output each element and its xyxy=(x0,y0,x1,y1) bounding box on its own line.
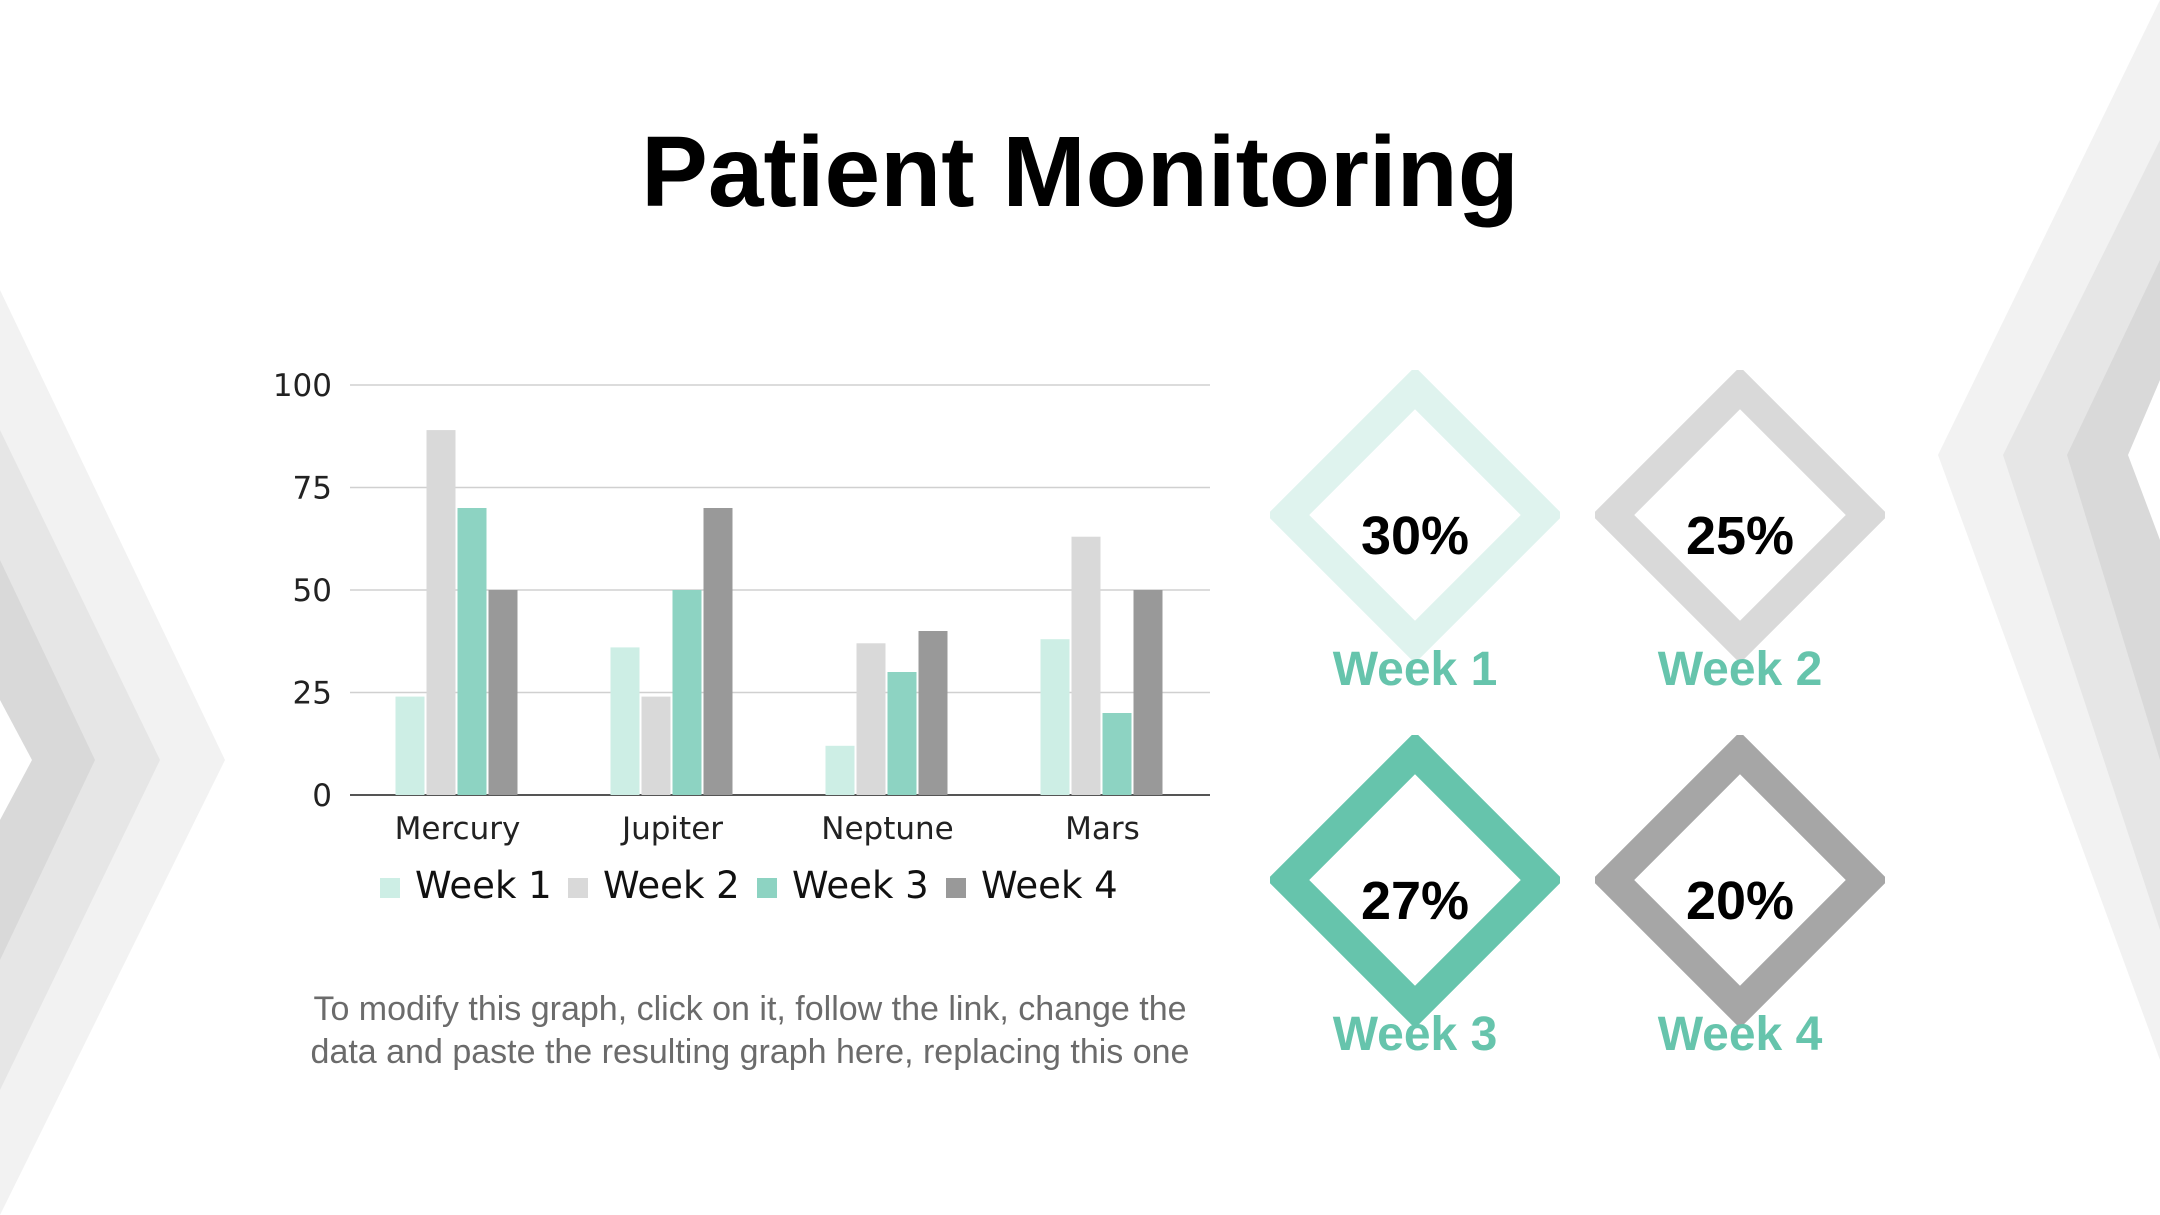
page-title: Patient Monitoring xyxy=(641,116,1519,228)
stat-value: 25% xyxy=(1685,506,1795,566)
diamond-frame-icon xyxy=(1270,370,1560,660)
bar xyxy=(703,508,733,795)
bar xyxy=(1133,590,1163,795)
x-tick-label: Jupiter xyxy=(620,811,723,847)
legend: Week 1 Week 2 Week 3 Week 4 xyxy=(380,864,1118,907)
left-chevron-dark xyxy=(0,560,95,960)
diamond-frame-icon xyxy=(1595,370,1885,660)
legend-label: Week 2 xyxy=(603,864,740,907)
stat-label: Week 2 xyxy=(1657,643,1823,696)
bar xyxy=(457,508,487,795)
stat-value: 30% xyxy=(1360,506,1470,566)
bar xyxy=(1102,713,1132,795)
stat-value: 20% xyxy=(1685,871,1795,931)
diamond-frame-icon xyxy=(1595,735,1885,1025)
bar xyxy=(426,430,456,795)
instruction-note: To modify this graph, click on it, follo… xyxy=(270,988,1230,1074)
legend-swatch xyxy=(380,878,400,898)
right-chevron-dark xyxy=(2067,260,2160,760)
stat-week-2: 25% Week 2 xyxy=(1595,370,1885,770)
bar xyxy=(395,696,425,795)
bars xyxy=(395,430,1163,795)
right-chevron-mid xyxy=(2003,140,2160,930)
bar xyxy=(887,672,917,795)
stat-value: 27% xyxy=(1360,871,1470,931)
legend-swatch xyxy=(757,878,777,898)
bar-chart[interactable]: 0 25 50 75 100 Mercury Jupiter Neptune Mars Wee… xyxy=(250,350,1250,930)
stat-week-1: 30% Week 1 xyxy=(1270,370,1560,770)
y-tick-label: 75 xyxy=(293,471,332,507)
stat-label: Week 4 xyxy=(1657,1008,1823,1061)
y-tick-label: 25 xyxy=(293,676,332,712)
bar xyxy=(488,590,518,795)
x-tick-label: Mercury xyxy=(395,811,521,847)
x-axis-ticks: Mercury Jupiter Neptune Mars xyxy=(395,811,1140,847)
bar xyxy=(1040,639,1070,795)
stat-label: Week 1 xyxy=(1332,643,1498,696)
bar xyxy=(610,647,640,795)
legend-swatch xyxy=(568,878,588,898)
legend-label: Week 4 xyxy=(981,864,1118,907)
note-line-2: data and paste the resulting graph here,… xyxy=(310,1033,1190,1071)
legend-swatch xyxy=(946,878,966,898)
y-tick-label: 0 xyxy=(312,778,332,814)
left-chevron-inner xyxy=(0,700,32,820)
bar xyxy=(641,696,671,795)
stat-label: Week 3 xyxy=(1332,1008,1498,1061)
stat-week-4: 20% Week 4 xyxy=(1595,735,1885,1135)
bar xyxy=(1071,536,1101,795)
bar xyxy=(918,631,948,795)
x-tick-label: Neptune xyxy=(821,811,953,847)
bar xyxy=(856,643,886,795)
bar xyxy=(672,590,702,795)
y-tick-label: 50 xyxy=(293,573,332,609)
diamond-frame-icon xyxy=(1270,735,1560,1025)
stat-week-3: 27% Week 3 xyxy=(1270,735,1560,1135)
x-tick-label: Mars xyxy=(1065,811,1140,847)
bar xyxy=(825,745,855,795)
right-chevron-inner xyxy=(2128,380,2160,540)
y-tick-label: 100 xyxy=(273,368,332,404)
note-line-1: To modify this graph, click on it, follo… xyxy=(313,990,1187,1028)
y-axis-ticks: 0 25 50 75 100 xyxy=(273,368,332,814)
legend-label: Week 3 xyxy=(792,864,929,907)
legend-label: Week 1 xyxy=(415,864,552,907)
